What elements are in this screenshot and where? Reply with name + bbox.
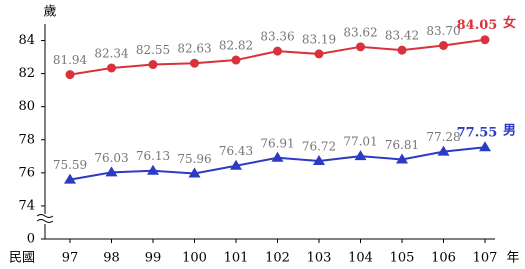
value-label: 76.72 — [302, 139, 336, 153]
marker — [356, 42, 365, 51]
marker — [481, 35, 490, 44]
value-label: 83.42 — [385, 29, 419, 43]
value-label: 82.63 — [177, 42, 211, 56]
x-tick-label: 102 — [265, 251, 290, 266]
x-tick-label: 101 — [224, 251, 249, 266]
marker — [149, 60, 158, 69]
x-axis-label-right: 年 — [506, 251, 519, 266]
value-label: 77.28 — [426, 130, 460, 144]
value-label: 82.34 — [94, 46, 129, 60]
value-label: 82.82 — [219, 39, 253, 53]
x-tick-label: 105 — [390, 251, 415, 266]
marker — [272, 152, 284, 162]
value-label: 75.96 — [177, 152, 211, 166]
marker — [190, 59, 199, 68]
legend-label: 女 — [503, 15, 516, 31]
x-tick-label: 104 — [348, 251, 373, 266]
value-label: 83.36 — [260, 30, 294, 44]
y-tick-label: 74 — [18, 198, 35, 213]
x-tick-label: 98 — [103, 251, 120, 266]
value-label: 76.81 — [385, 138, 419, 152]
value-label: 77.55 — [457, 126, 498, 141]
value-label: 83.62 — [343, 25, 377, 39]
marker — [355, 150, 367, 160]
x-axis-label-left: 民國 — [9, 251, 35, 266]
marker — [66, 70, 75, 79]
value-label: 76.91 — [260, 136, 294, 150]
x-tick-label: 107 — [473, 251, 498, 266]
series-line — [70, 40, 485, 75]
chart: 歲 民國 年 0 74 76 78 80 82 84 97 98 99 100 101 102 103 10… — [0, 0, 525, 269]
x-tick-label: 103 — [307, 251, 332, 266]
y-tick-label: 80 — [18, 99, 35, 114]
y-tick-label: 82 — [18, 66, 35, 81]
y-tick-label: 0 — [27, 232, 35, 247]
marker — [232, 56, 241, 65]
value-label: 75.59 — [53, 158, 87, 172]
legend-label: 男 — [503, 124, 516, 139]
marker — [147, 165, 159, 175]
value-label: 83.19 — [302, 32, 336, 46]
value-label: 76.03 — [94, 151, 128, 165]
y-tick-label: 78 — [18, 132, 35, 147]
value-label: 81.94 — [53, 53, 88, 67]
value-label: 84.05 — [457, 18, 498, 33]
marker — [315, 49, 324, 58]
x-tick-label: 100 — [182, 251, 207, 266]
x-tick-label: 106 — [431, 251, 456, 266]
marker — [398, 46, 407, 55]
value-label: 76.13 — [136, 149, 170, 163]
value-label: 82.55 — [136, 43, 170, 57]
marker — [479, 141, 491, 151]
value-label: 76.43 — [219, 144, 253, 158]
marker — [439, 41, 448, 50]
x-tick-label: 99 — [145, 251, 162, 266]
x-tick-label: 97 — [62, 251, 79, 266]
value-label: 77.01 — [343, 135, 377, 149]
value-label: 83.70 — [426, 24, 460, 38]
y-tick-label: 84 — [18, 33, 35, 48]
y-axis-label: 歲 — [43, 5, 56, 20]
marker — [107, 63, 116, 72]
marker — [273, 47, 282, 56]
y-tick-label: 76 — [18, 165, 35, 180]
